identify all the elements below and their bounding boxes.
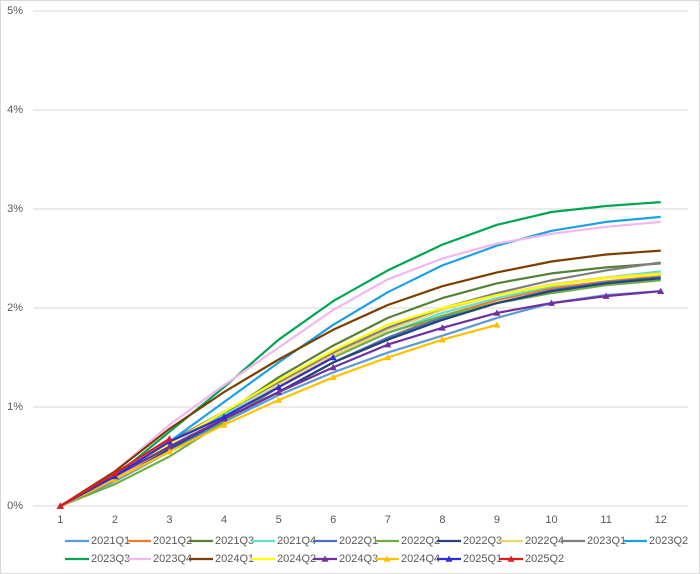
series-marker: [329, 363, 337, 371]
series-marker: [275, 383, 283, 390]
legend-label: 2024Q4: [401, 553, 440, 565]
x-tick-label: 12: [655, 514, 667, 526]
legend-label: 2022Q3: [463, 535, 502, 547]
x-tick-label: 8: [439, 514, 445, 526]
legend-marker: [321, 555, 329, 562]
series-line: [59, 290, 661, 507]
series-line: [59, 356, 334, 507]
legend-label: 2022Q2: [401, 535, 440, 547]
series-line: [59, 249, 661, 507]
legend-label: 2023Q1: [587, 535, 626, 547]
x-tick-label: 7: [385, 514, 391, 526]
legend-marker: [383, 555, 391, 562]
series-marker: [384, 341, 392, 348]
legend-label: 2023Q3: [91, 553, 130, 565]
series-line: [59, 279, 661, 508]
legend-label: 2021Q1: [91, 535, 130, 547]
series-marker: [602, 292, 610, 299]
x-tick-label: 11: [600, 514, 611, 526]
series-marker: [56, 502, 64, 509]
legend-label: 2022Q4: [525, 535, 564, 547]
series-marker: [493, 321, 501, 328]
series-marker: [275, 388, 283, 395]
series-line: [59, 277, 661, 507]
x-tick-label: 5: [276, 514, 282, 526]
legend-label: 2022Q1: [339, 535, 378, 547]
series-marker: [329, 373, 337, 381]
x-tick-label: 2: [112, 514, 118, 526]
legend-label: 2021Q4: [277, 535, 316, 547]
y-tick-label: 4%: [7, 104, 23, 116]
x-tick-label: 3: [166, 514, 172, 526]
series-marker: [548, 299, 556, 306]
y-tick-label: 2%: [7, 302, 23, 314]
series-marker: [165, 448, 173, 455]
series-marker: [165, 435, 173, 442]
y-tick-label: 5%: [7, 5, 23, 17]
series-marker: [438, 324, 446, 331]
x-tick-label: 10: [545, 514, 557, 526]
legend-label: 2023Q2: [649, 535, 688, 547]
series-line: [59, 201, 661, 507]
series-marker: [165, 443, 173, 450]
x-tick-label: 4: [221, 514, 227, 526]
x-tick-label: 6: [330, 514, 336, 526]
y-tick-label: 0%: [7, 500, 23, 512]
series-marker: [384, 354, 392, 361]
x-tick-label: 1: [57, 514, 63, 526]
legend-marker: [445, 555, 453, 562]
legend-label: 2021Q3: [215, 535, 254, 547]
legend-label: 2024Q3: [339, 553, 378, 565]
legend-label: 2024Q1: [215, 553, 254, 565]
y-tick-label: 3%: [7, 203, 23, 215]
series-line: [59, 273, 661, 507]
legend-marker: [507, 555, 515, 562]
series-marker: [111, 469, 119, 477]
legend-label: 2023Q4: [153, 553, 192, 565]
series-marker: [493, 309, 501, 316]
legend-label: 2021Q2: [153, 535, 192, 547]
series-marker: [275, 396, 283, 403]
series-marker: [438, 336, 446, 343]
legend-label: 2024Q2: [277, 553, 316, 565]
series-marker: [329, 354, 337, 361]
legend-label: 2025Q2: [525, 553, 564, 565]
y-tick-label: 1%: [7, 401, 23, 413]
series-marker: [220, 413, 228, 420]
x-tick-label: 9: [494, 514, 500, 526]
series-line: [59, 220, 661, 507]
series-marker: [220, 421, 228, 428]
series-marker: [657, 287, 665, 294]
legend-label: 2025Q1: [463, 553, 502, 565]
